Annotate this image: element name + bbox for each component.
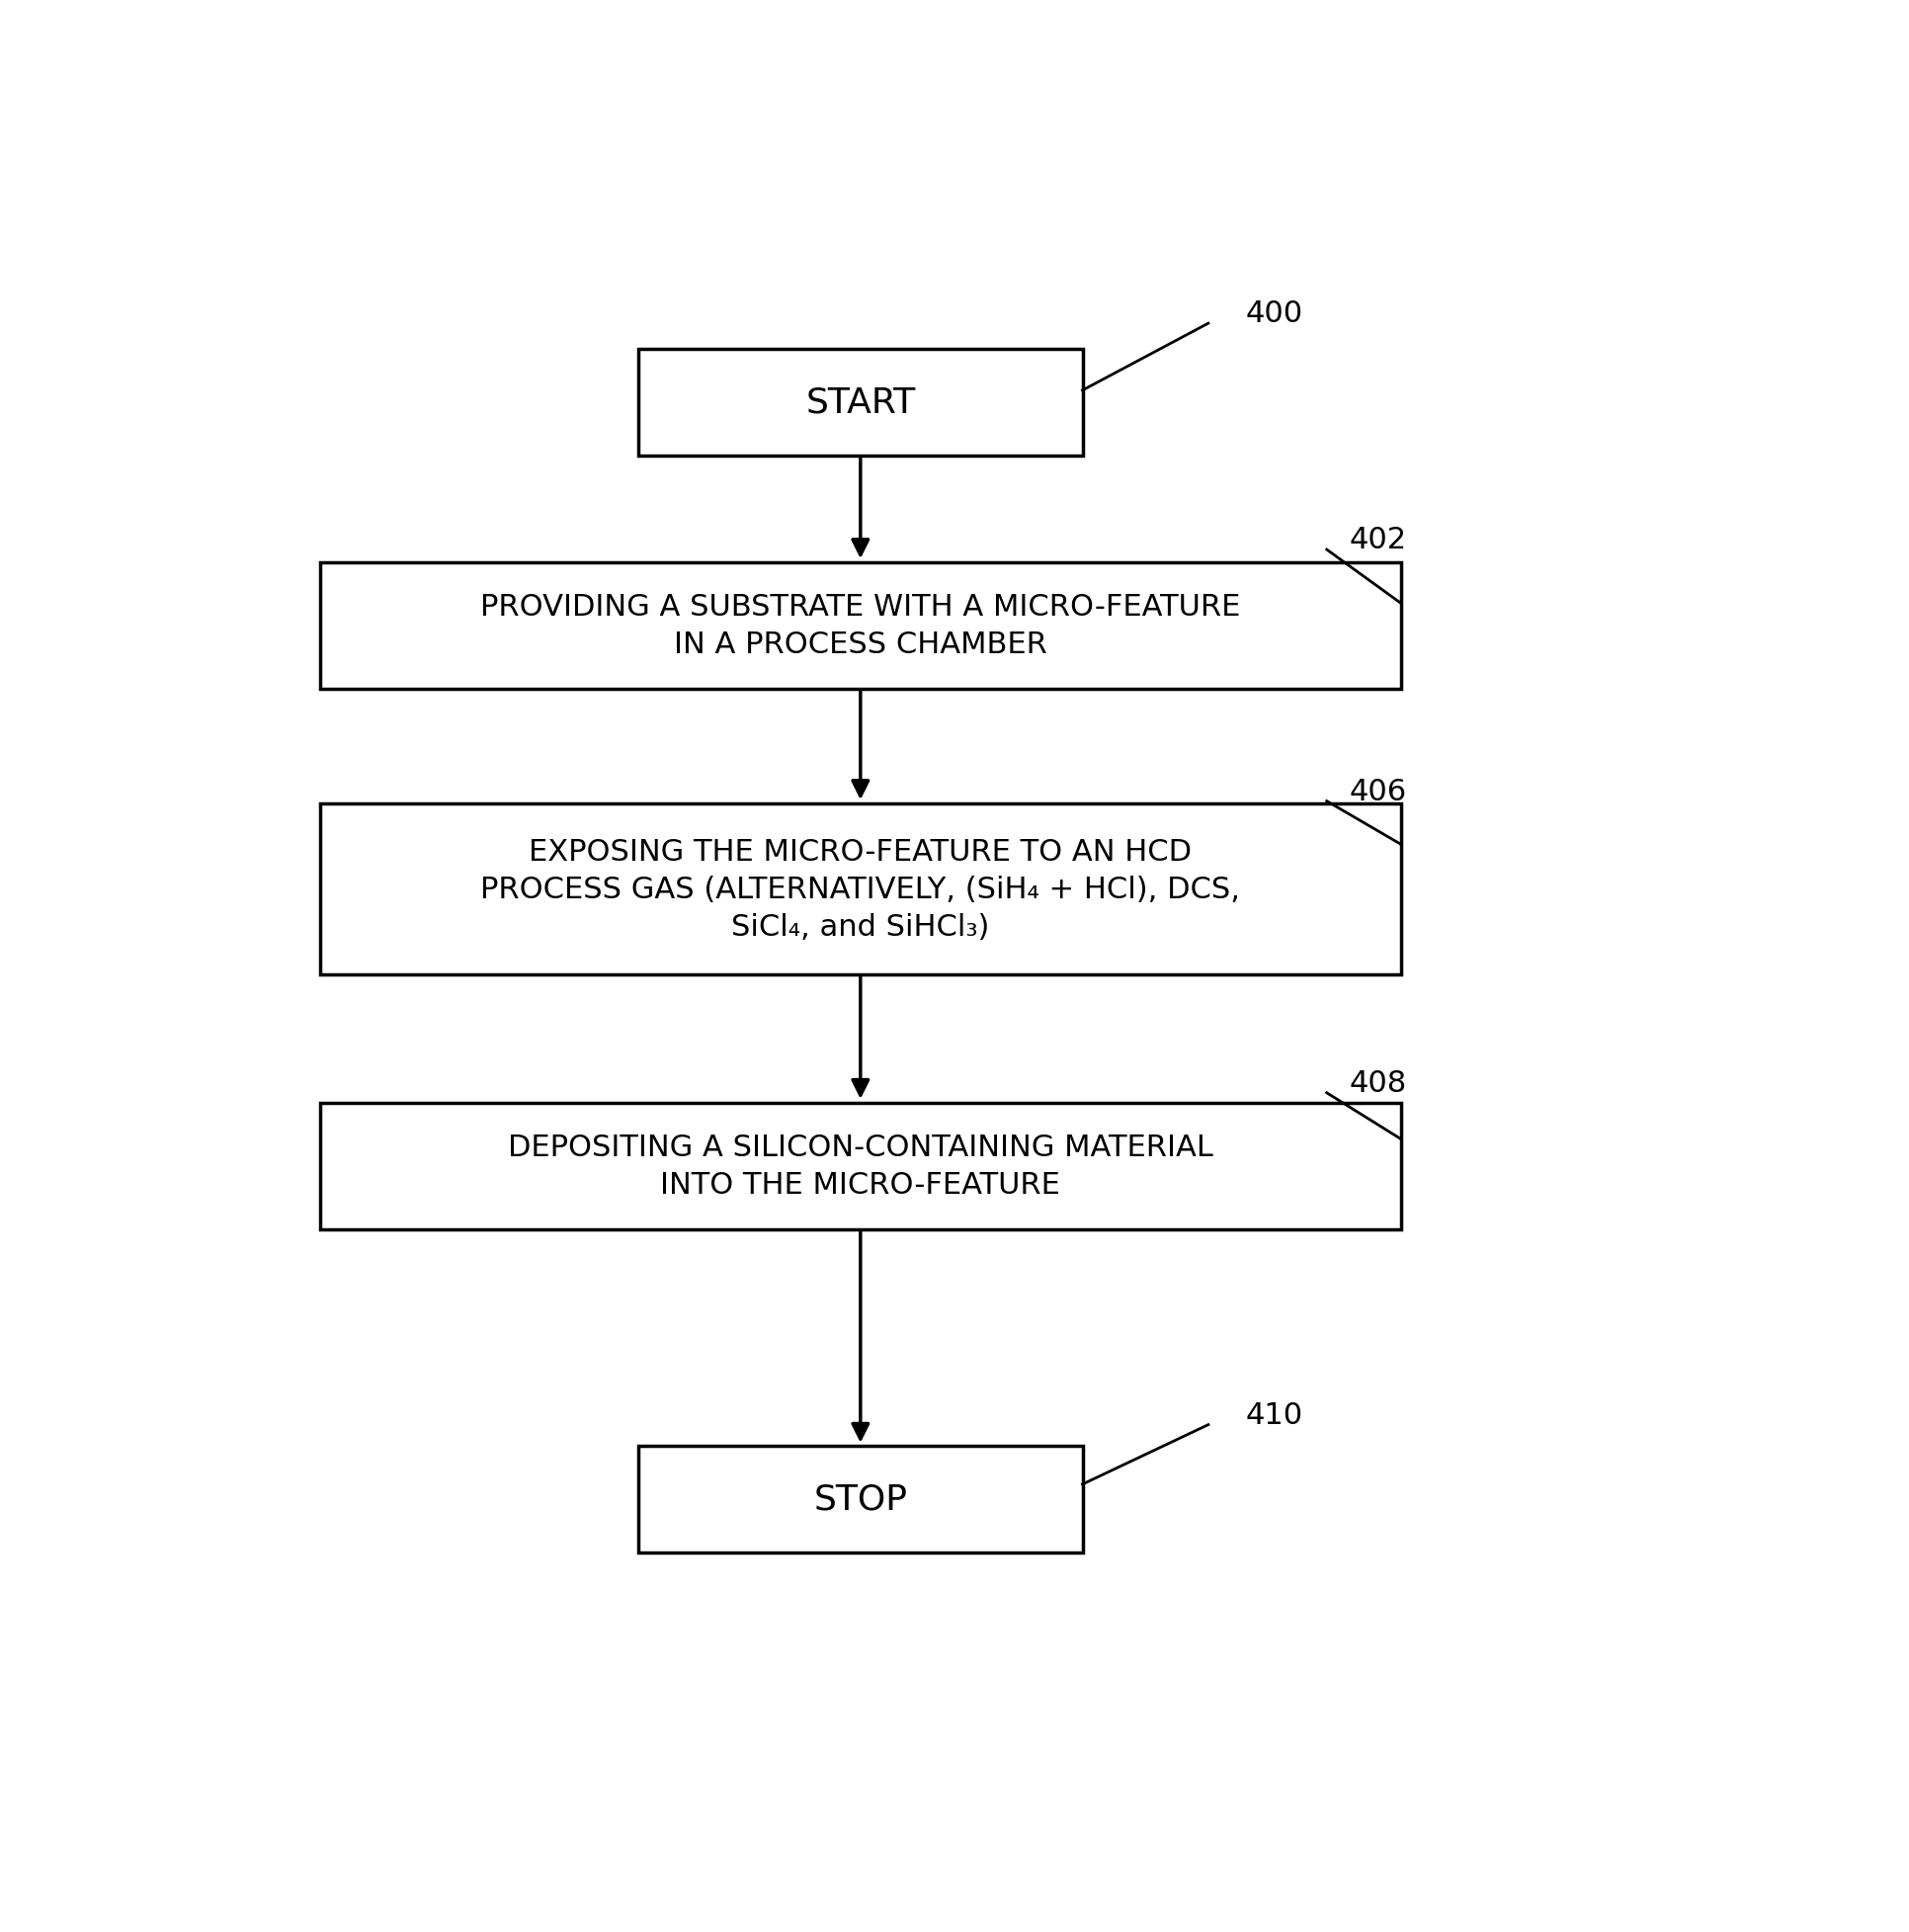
Text: 406: 406 bbox=[1348, 777, 1405, 806]
Text: DEPOSITING A SILICON-CONTAINING MATERIAL
INTO THE MICRO-FEATURE: DEPOSITING A SILICON-CONTAINING MATERIAL… bbox=[508, 1132, 1212, 1200]
Text: 400: 400 bbox=[1245, 299, 1302, 328]
Text: STOP: STOP bbox=[813, 1482, 907, 1517]
Text: 402: 402 bbox=[1348, 526, 1405, 554]
Bar bbox=[638, 1445, 1082, 1553]
Bar bbox=[638, 350, 1082, 456]
Text: 408: 408 bbox=[1348, 1068, 1405, 1097]
Text: 410: 410 bbox=[1245, 1401, 1302, 1430]
Bar bbox=[321, 562, 1399, 690]
Text: PROVIDING A SUBSTRATE WITH A MICRO-FEATURE
IN A PROCESS CHAMBER: PROVIDING A SUBSTRATE WITH A MICRO-FEATU… bbox=[479, 593, 1241, 659]
Text: EXPOSING THE MICRO-FEATURE TO AN HCD
PROCESS GAS (ALTERNATIVELY, (SiH₄ + HCl), D: EXPOSING THE MICRO-FEATURE TO AN HCD PRO… bbox=[481, 837, 1239, 941]
Bar bbox=[321, 804, 1399, 976]
Text: START: START bbox=[806, 386, 914, 419]
Bar bbox=[321, 1103, 1399, 1229]
